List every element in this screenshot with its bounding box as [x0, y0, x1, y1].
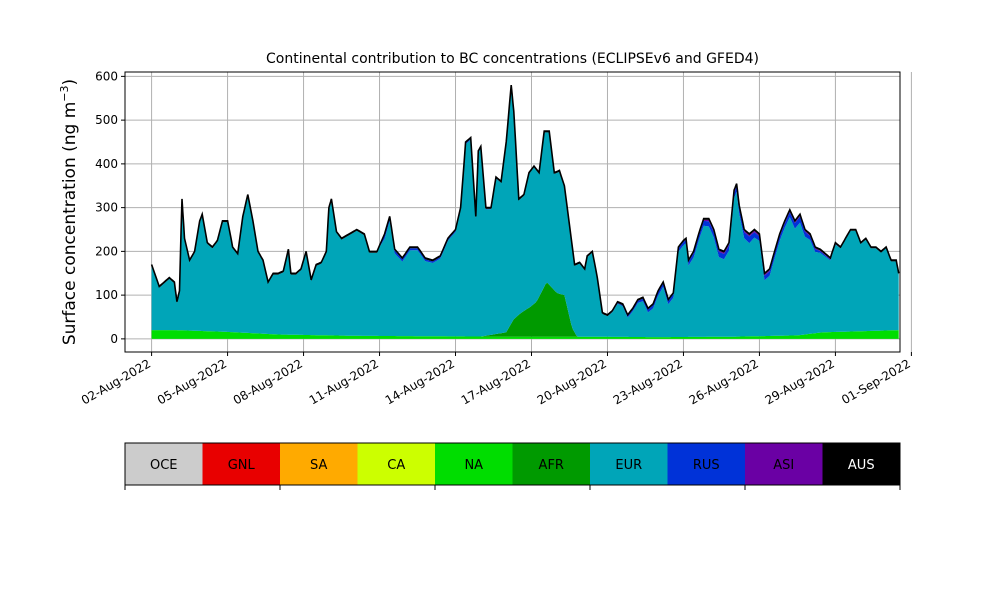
legend-label-asi: ASI — [773, 458, 794, 473]
legend-swatch-oce — [125, 443, 203, 485]
x-tick-label: 29-Aug-2022 — [763, 356, 837, 407]
x-tick-label: 01-Sep-2022 — [839, 356, 913, 407]
area-afr — [151, 282, 899, 338]
x-tick-label: 23-Aug-2022 — [611, 356, 685, 407]
legend-swatch-sa — [280, 443, 358, 485]
legend-frame — [124, 442, 901, 486]
legend-label-afr: AFR — [539, 458, 564, 473]
x-axis: 02-Aug-2022 05-Aug-2022 08-Aug-2022 11-Aug-… — [79, 352, 913, 407]
total-line — [150, 85, 900, 317]
x-tick-label: 02-Aug-2022 — [79, 356, 153, 407]
x-tick-label: 26-Aug-2022 — [687, 356, 761, 407]
legend-swatch-ca — [357, 443, 435, 485]
y-axis-label-exponent: −3 — [58, 85, 71, 101]
legend-label-gnl: GNL — [228, 458, 256, 473]
legend-swatch-gnl — [202, 443, 280, 485]
legend-swatch-asi — [745, 443, 823, 485]
y-tick-label: 500 — [95, 113, 118, 127]
legend-colorbar: OCE GNL SA CA NA AFR EUR RUS ASI AUS — [124, 442, 901, 490]
y-tick-label: 200 — [95, 244, 118, 258]
legend-swatch-rus — [667, 443, 745, 485]
x-tick-label: 08-Aug-2022 — [231, 356, 305, 407]
x-tick-label: 05-Aug-2022 — [155, 356, 229, 407]
legend-label-aus: AUS — [848, 458, 875, 473]
legend-label-rus: RUS — [693, 458, 720, 473]
stacked-areas — [150, 85, 900, 339]
legend-swatch-aus — [822, 443, 900, 485]
y-tick-label: 400 — [95, 157, 118, 171]
legend-label-eur: EUR — [615, 458, 642, 473]
legend-swatch-afr — [512, 443, 590, 485]
area-na — [151, 330, 899, 339]
legend-label-ca: CA — [387, 458, 405, 473]
plot-frame — [124, 71, 901, 353]
y-tick-label: 300 — [95, 201, 118, 215]
legend-swatch-na — [435, 443, 513, 485]
y-axis-label-close: ) — [60, 79, 80, 86]
chart-title: Continental contribution to BC concentra… — [266, 51, 759, 67]
y-tick-label: 100 — [95, 288, 118, 302]
x-tick-label: 14-Aug-2022 — [383, 356, 457, 407]
legend-label-sa: SA — [310, 458, 327, 473]
y-tick-label: 600 — [95, 69, 118, 83]
x-tick-label: 11-Aug-2022 — [307, 356, 381, 407]
legend-label-na: NA — [464, 458, 483, 473]
y-axis-label: Surface concentration (ng m−3) — [58, 79, 80, 345]
legend-label-oce: OCE — [150, 458, 178, 473]
area-eur — [151, 86, 899, 338]
y-tick-label: 0 — [110, 332, 118, 346]
x-tick-label: 17-Aug-2022 — [459, 356, 533, 407]
legend-swatch-eur — [590, 443, 668, 485]
y-axis-label-text: Surface concentration (ng m — [60, 102, 80, 345]
y-axis: 0 100 200 300 400 500 600 — [95, 69, 125, 346]
x-tick-label: 20-Aug-2022 — [535, 356, 609, 407]
